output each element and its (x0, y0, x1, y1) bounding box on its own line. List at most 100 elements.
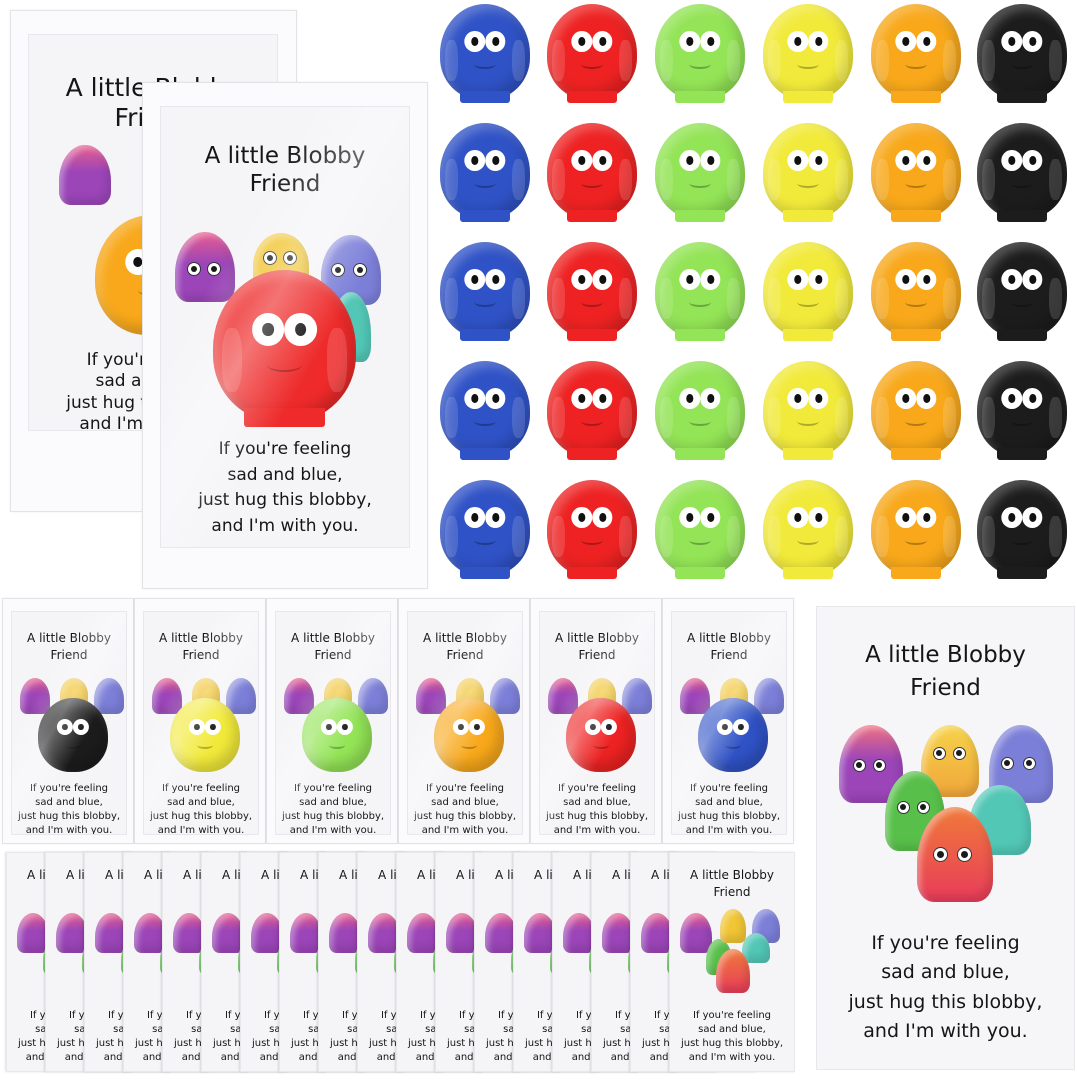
packaged-card-front: A little Blobby Friend If you're feeling… (142, 82, 428, 589)
purple-jelly-icon (680, 913, 712, 953)
card: A little Blobby Friend If you're feeling s… (11, 611, 127, 835)
purple-jelly-icon (212, 913, 244, 953)
purple-jelly-icon (485, 913, 517, 953)
purple-jelly-icon (175, 232, 235, 302)
packaged-card: A little Blobby Friend If you're feeling s… (2, 598, 134, 844)
packaged-card: A little Blobby Friend If you're feeling s… (398, 598, 530, 844)
card: A little Blobby Friend If you're feeling s… (407, 611, 523, 835)
red-blob-icon (547, 4, 637, 103)
purple-jelly-icon (59, 145, 111, 205)
green-blob-icon (655, 361, 745, 460)
red-blob-icon (566, 698, 636, 772)
purple-jelly-icon (548, 678, 578, 714)
card: A little Blobby Friend If you're feeling s… (539, 611, 655, 835)
black-blob-icon (977, 480, 1067, 579)
purple-jelly-icon (602, 913, 634, 953)
card-poem: If you're feeling sad and blue, just hug… (198, 439, 372, 536)
packaged-card: A little Blobby Friend If you're feeling s… (266, 598, 398, 844)
purple-jelly-icon (839, 725, 903, 803)
red-blob-icon (547, 123, 637, 222)
packaged-card-row: A little Blobby Friend If you're feeling s… (2, 598, 802, 844)
purple-jelly-icon (152, 678, 182, 714)
red-blob-icon (213, 270, 356, 427)
purple-jelly-icon (290, 913, 322, 953)
purple-jelly-icon (56, 913, 88, 953)
purple-jelly-icon (416, 678, 446, 714)
blue-blob-icon (440, 123, 530, 222)
lavender-jelly-icon (358, 678, 388, 714)
yellow-blob-icon (763, 242, 853, 341)
black-blob-icon (977, 361, 1067, 460)
orange-blob-icon (871, 480, 961, 579)
yellow-jelly-icon (720, 909, 746, 943)
blue-blob-icon (698, 698, 768, 772)
card-title: A little Blobby Friend (865, 642, 1026, 702)
purple-jelly-icon (95, 913, 127, 953)
packaged-card: A little Blobby Friend If you're feeling s… (134, 598, 266, 844)
orange-blob-icon (434, 698, 504, 772)
packaged-card: A little Blobby Friend If you're feeling s… (662, 598, 794, 844)
blue-blob-icon (440, 4, 530, 103)
green-blob-icon (655, 123, 745, 222)
purple-jelly-icon (563, 913, 595, 953)
black-blob-icon (977, 242, 1067, 341)
purple-jelly-icon (368, 913, 400, 953)
yellow-blob-icon (763, 480, 853, 579)
card: A little Blobby Friend If you're feeling s… (671, 611, 787, 835)
lavender-jelly-icon (754, 678, 784, 714)
blue-blob-icon (440, 242, 530, 341)
orange-blob-icon (871, 123, 961, 222)
purple-jelly-icon (173, 913, 205, 953)
green-blob-icon (655, 480, 745, 579)
green-blob-icon (655, 4, 745, 103)
card-title: A little Blobby Friend (204, 143, 366, 197)
yellow-blob-icon (170, 698, 240, 772)
card: A little Blobby Friend If you're feeling s… (143, 611, 259, 835)
purple-jelly-icon (251, 913, 283, 953)
green-blob-icon (655, 242, 745, 341)
purple-jelly-icon (446, 913, 478, 953)
lavender-jelly-icon (490, 678, 520, 714)
yellow-blob-icon (763, 361, 853, 460)
purple-jelly-icon (17, 913, 49, 953)
purple-jelly-icon (134, 913, 166, 953)
blue-blob-icon (440, 361, 530, 460)
black-blob-icon (38, 698, 108, 772)
yellow-blob-icon (763, 123, 853, 222)
lavender-jelly-icon (226, 678, 256, 714)
black-blob-icon (977, 123, 1067, 222)
orange-blob-icon (871, 361, 961, 460)
lavender-jelly-icon (622, 678, 652, 714)
purple-jelly-icon (284, 678, 314, 714)
card: A little Blobby Friend If you're feeling… (160, 106, 410, 548)
teal-jelly-icon (742, 933, 770, 963)
large-card: A little Blobby Friend If you're feeling… (816, 606, 1075, 1070)
blue-blob-icon (440, 480, 530, 579)
red-blob-icon (547, 361, 637, 460)
purple-jelly-icon (524, 913, 556, 953)
purple-jelly-icon (329, 913, 361, 953)
blob-grid (440, 4, 1077, 586)
yellow-blob-icon (763, 4, 853, 103)
red-blob-icon (547, 480, 637, 579)
card-poem: If you're feeling sad and blue, just hug… (848, 932, 1043, 1043)
purple-jelly-icon (641, 913, 673, 953)
red-jelly-icon (917, 807, 993, 902)
purple-jelly-icon (407, 913, 439, 953)
red-jelly-icon (716, 949, 750, 993)
